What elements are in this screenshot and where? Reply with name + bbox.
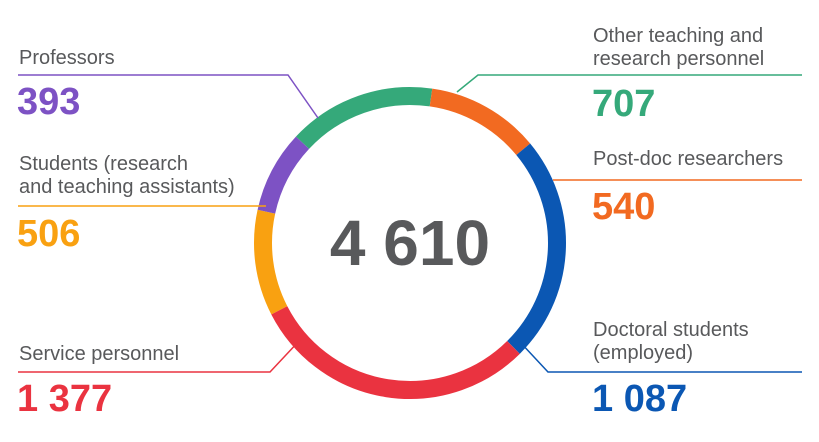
label-doctoral-line1: Doctoral students [593,319,749,341]
label-service-line1: Service personnel [19,343,180,365]
value-professors: 393 [17,81,81,123]
label-other: Other teaching and research personnel [593,25,764,71]
value-service: 1 377 [17,378,113,420]
leader-line-professors [18,74,319,119]
leader-lines [18,74,802,373]
slice-other [295,87,433,149]
slice-doctoral [507,143,566,354]
label-other-line1: Other teaching and [593,25,764,47]
slice-service [271,306,520,399]
label-professors-line1: Professors [19,47,115,69]
label-students: Students (research and teaching assistan… [19,153,235,199]
value-doctoral: 1 087 [592,378,688,420]
label-postdoc: Post-doc researchers [593,148,783,171]
slice-students [254,209,288,315]
value-postdoc: 540 [592,186,656,228]
leader-line-doctoral [519,341,802,373]
slice-postdoc [429,88,531,156]
label-students-line1: Students (research [19,153,188,175]
label-other-line2: research personnel [593,48,765,70]
label-doctoral: Doctoral students (employed) [593,319,749,365]
value-students: 506 [17,213,81,255]
donut-slices [254,87,566,399]
value-other: 707 [592,83,656,125]
label-service: Service personnel [19,343,179,366]
leader-line-service [18,339,301,373]
label-professors: Professors [19,47,115,70]
slice-professors [257,136,310,214]
label-students-line2: and teaching assistants) [19,176,235,198]
leader-line-other [456,74,802,93]
label-postdoc-line1: Post-doc researchers [593,148,784,170]
label-doctoral-line2: (employed) [593,342,694,364]
total-value: 4 610 [329,207,491,279]
